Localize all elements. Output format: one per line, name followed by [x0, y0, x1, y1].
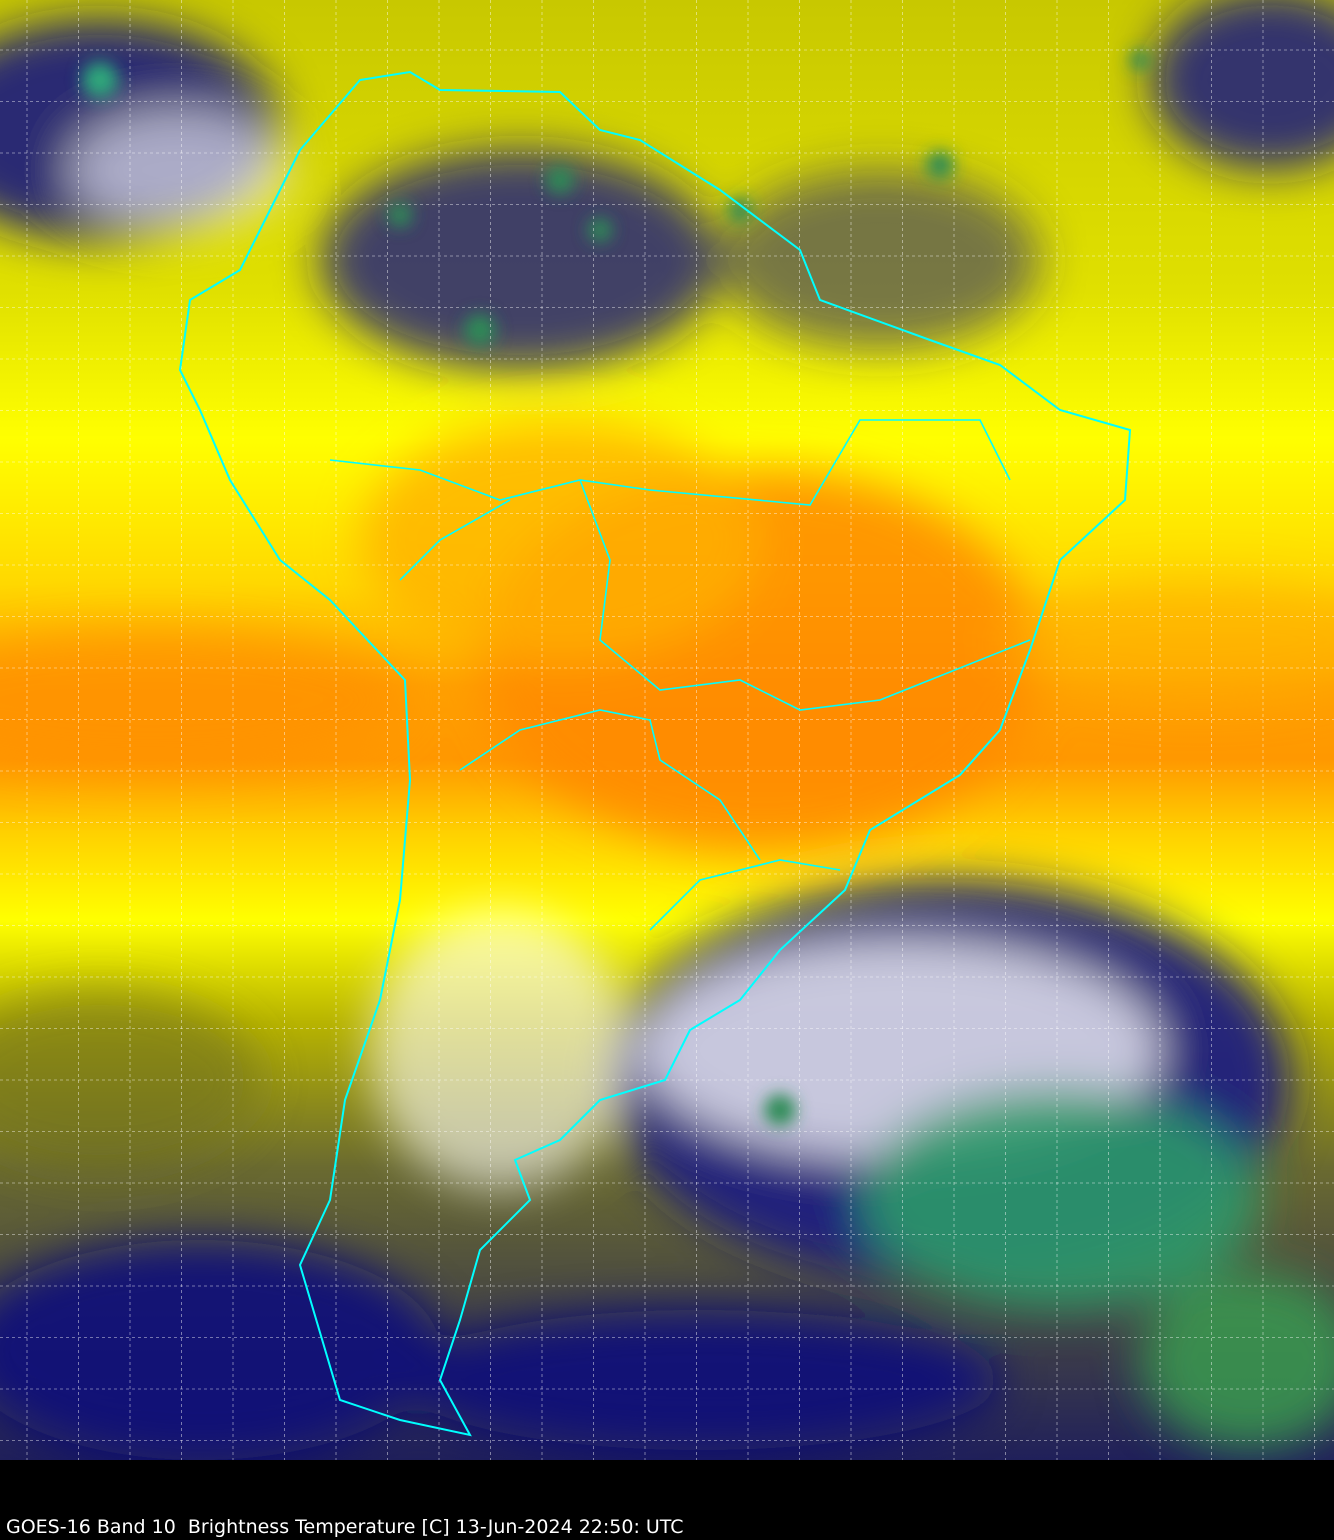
satellite-map — [0, 0, 1334, 1460]
cloud-cells — [82, 50, 1150, 1126]
image-caption: GOES-16 Band 10 Brightness Temperature [… — [6, 1516, 684, 1538]
coastline-outline — [178, 70, 1132, 1437]
country-borders — [329, 419, 1031, 931]
